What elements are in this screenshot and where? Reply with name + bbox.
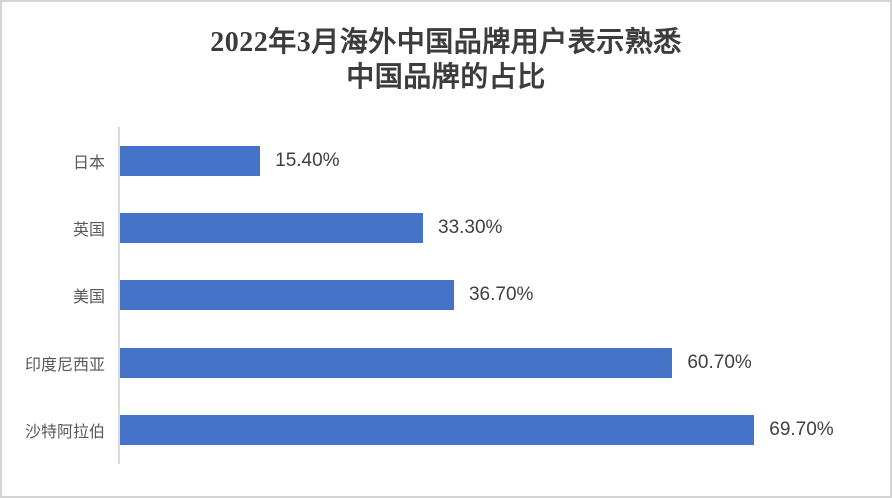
- plot-area: 33.30%: [118, 194, 848, 262]
- chart-row: 日本 15.40%: [22, 127, 866, 195]
- category-label: 英国: [72, 222, 105, 240]
- plot-area: 36.70%: [118, 261, 848, 330]
- plot-area: 69.70%: [118, 396, 848, 464]
- value-label: 15.40%: [275, 149, 340, 171]
- value-label: 69.70%: [769, 419, 834, 441]
- chart-row: 印度尼西亚 60.70%: [22, 329, 866, 397]
- bar: [120, 280, 454, 311]
- category-label: 日本: [72, 154, 105, 172]
- bar-chart: 日本 15.40% 英国 33.30% 美国 36.70% 印度尼西亚 60.70% 沙特阿拉伯…: [22, 127, 866, 464]
- chart-title-line-2: 中国品牌的占比: [346, 62, 546, 93]
- plot-area: 60.70%: [118, 329, 848, 397]
- category-label: 印度尼西亚: [24, 356, 105, 374]
- value-label: 60.70%: [687, 351, 752, 373]
- bar: [120, 415, 755, 446]
- chart-row: 美国 36.70%: [22, 261, 866, 330]
- chart-title: 2022年3月海外中国品牌用户表示熟悉 中国品牌的占比: [2, 25, 890, 95]
- chart-row: 英国 33.30%: [22, 194, 866, 262]
- plot-area: 15.40%: [118, 127, 848, 195]
- category-label: 美国: [72, 289, 105, 307]
- bar: [120, 145, 261, 176]
- value-label: 36.70%: [468, 284, 534, 306]
- chart-row: 沙特阿拉伯 69.70%: [22, 396, 866, 464]
- value-label: 33.30%: [438, 217, 503, 239]
- bar: [120, 347, 673, 378]
- category-label: 沙特阿拉伯: [24, 424, 105, 442]
- chart-title-line-1: 2022年3月海外中国品牌用户表示熟悉: [210, 27, 682, 58]
- bar: [120, 213, 424, 244]
